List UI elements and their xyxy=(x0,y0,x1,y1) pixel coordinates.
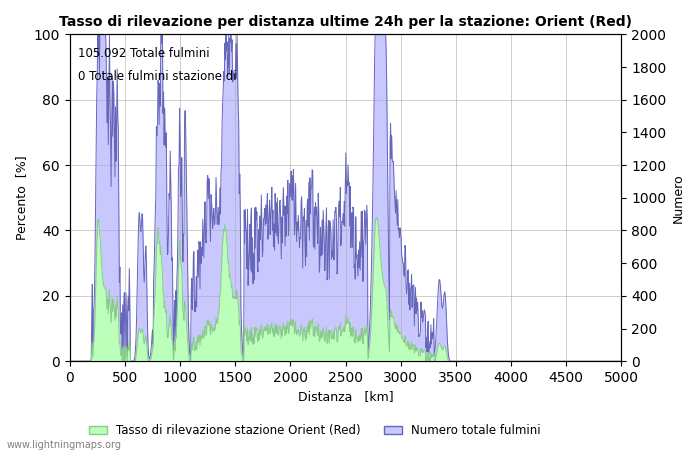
Text: 0 Totale fulmini stazione di: 0 Totale fulmini stazione di xyxy=(78,70,237,83)
X-axis label: Distanza   [km]: Distanza [km] xyxy=(298,391,393,404)
Text: www.lightningmaps.org: www.lightningmaps.org xyxy=(7,440,122,450)
Legend: Tasso di rilevazione stazione Orient (Red), Numero totale fulmini: Tasso di rilevazione stazione Orient (Re… xyxy=(84,419,546,442)
Title: Tasso di rilevazione per distanza ultime 24h per la stazione: Orient (Red): Tasso di rilevazione per distanza ultime… xyxy=(59,15,632,29)
Y-axis label: Percento  [%]: Percento [%] xyxy=(15,155,28,240)
Y-axis label: Numero: Numero xyxy=(672,173,685,223)
Text: 105.092 Totale fulmini: 105.092 Totale fulmini xyxy=(78,47,209,60)
